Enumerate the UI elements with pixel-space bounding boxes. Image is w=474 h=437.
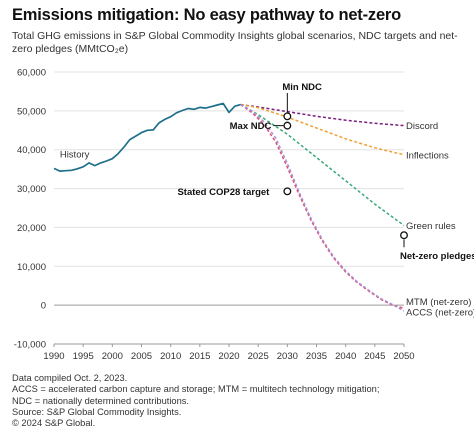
x-tick-label: 1995 bbox=[73, 351, 94, 362]
note-line: Data compiled Oct. 2, 2023. bbox=[12, 373, 128, 383]
history-line bbox=[53, 102, 241, 172]
y-tick-label: 30,000 bbox=[17, 184, 46, 195]
note-line: ACCS = accelerated carbon capture and st… bbox=[12, 384, 380, 395]
chart-subtitle: Total GHG emissions in S&P Global Commod… bbox=[12, 30, 458, 55]
x-tick-label: 2015 bbox=[189, 351, 210, 362]
net-zero-pledges-marker bbox=[400, 231, 408, 240]
cop28-marker bbox=[283, 187, 292, 196]
net-zero-pledges-label: Net-zero pledges bbox=[400, 251, 474, 262]
mtm-label: MTM (net-zero) bbox=[406, 297, 471, 308]
note-line: NDC = nationally determined contribution… bbox=[12, 395, 189, 406]
discord-label: Discord bbox=[406, 121, 438, 132]
inflections-label: Inflections bbox=[406, 150, 449, 161]
x-tick-label: 2050 bbox=[393, 351, 414, 362]
x-tick-label: 2045 bbox=[364, 351, 385, 362]
x-tick-label: 2030 bbox=[277, 351, 298, 362]
y-tick-label: 50,000 bbox=[17, 106, 46, 117]
y-tick-label: 10,000 bbox=[17, 262, 46, 273]
y-tick-label: 20,000 bbox=[17, 223, 46, 234]
x-tick-label: 2040 bbox=[335, 351, 356, 362]
target-markers: Min NDC Max NDC Stated COP28 target Net-zer… bbox=[177, 82, 474, 262]
chart-title: Emissions mitigation: No easy pathway to… bbox=[12, 6, 402, 24]
x-tick-label: 2010 bbox=[160, 351, 181, 362]
gridlines bbox=[53, 71, 405, 347]
y-axis-tick-labels: 60,000 50,000 40,000 30,000 20,000 10,000 0 -10… bbox=[14, 68, 46, 351]
emissions-line-chart: 60,000 50,000 40,000 30,000 20,000 10,000 0 -10… bbox=[14, 68, 474, 363]
history-label: History bbox=[60, 149, 90, 160]
x-tick-label: 2005 bbox=[131, 351, 152, 362]
y-tick-label: -10,000 bbox=[14, 340, 46, 351]
chart-notes: Data compiled Oct. 2, 2023. ACCS = accel… bbox=[12, 373, 379, 429]
accs-line bbox=[240, 103, 405, 312]
x-axis-tick-labels: 1990 1995 2000 2005 2010 2015 2020 2025 2030 2035… bbox=[43, 351, 414, 362]
mtm-line bbox=[240, 103, 405, 310]
y-tick-label: 40,000 bbox=[17, 145, 46, 156]
max-ndc-label: Max NDC bbox=[230, 121, 272, 132]
x-tick-label: 2025 bbox=[248, 351, 269, 362]
green-rules-line bbox=[240, 103, 405, 227]
x-tick-label: 2035 bbox=[306, 351, 327, 362]
note-line: Source: S&P Global Commodity Insights. bbox=[12, 406, 182, 417]
min-ndc-label: Min NDC bbox=[282, 82, 322, 93]
series-labels: History Discord Inflections Green rules MTM … bbox=[60, 121, 474, 319]
x-tick-label: 2000 bbox=[102, 351, 123, 362]
max-ndc-marker bbox=[283, 121, 292, 130]
accs-label: ACCS (net-zero) bbox=[406, 308, 474, 319]
x-tick-label: 1990 bbox=[43, 351, 64, 362]
x-tick-label: 2020 bbox=[218, 351, 239, 362]
min-ndc-marker bbox=[283, 112, 292, 121]
y-tick-label: 60,000 bbox=[17, 68, 46, 79]
cop28-label: Stated COP28 target bbox=[177, 187, 270, 198]
green-rules-label: Green rules bbox=[406, 221, 456, 232]
series-lines bbox=[53, 102, 405, 312]
note-line: © 2024 S&P Global. bbox=[12, 418, 96, 429]
y-tick-label: 0 bbox=[41, 301, 46, 312]
inflections-line bbox=[240, 103, 405, 156]
